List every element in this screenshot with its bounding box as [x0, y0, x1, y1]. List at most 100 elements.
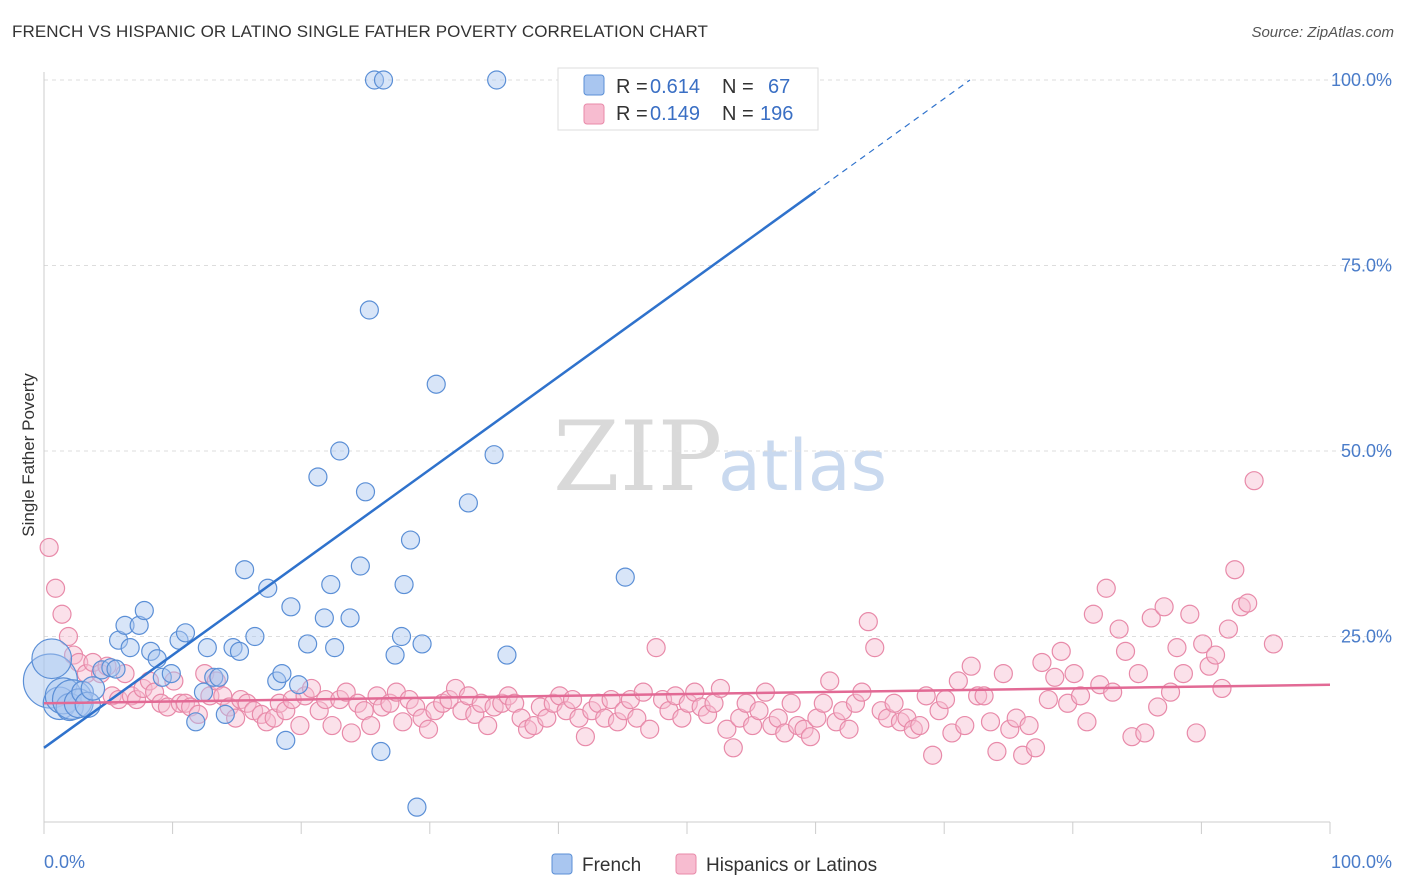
hispanics-point-187 [1238, 593, 1258, 613]
hispanics-point-118 [794, 719, 814, 739]
hispanics-point-177 [1173, 663, 1193, 684]
hispanics-point-43 [309, 701, 329, 721]
hispanics-point-140 [935, 689, 956, 710]
hispanics-point-155 [1032, 652, 1052, 673]
hispanics-point-149 [993, 663, 1013, 684]
french-point-17 [134, 600, 154, 621]
hispanics-point-14 [126, 689, 147, 710]
hispanics-point-95 [646, 638, 666, 658]
hispanics-point-158 [1051, 641, 1071, 661]
hispanics-point-169 [1122, 727, 1142, 747]
hispanics-point-102 [691, 697, 711, 717]
hispanics-point-61 [425, 701, 445, 721]
series-legend-swatch-french [551, 853, 573, 875]
hispanics-point-136 [910, 715, 930, 736]
french-point-29 [215, 704, 235, 725]
hispanics-point-94 [640, 719, 660, 739]
hispanics-point-22 [175, 693, 196, 713]
french-point-45 [330, 441, 350, 461]
legend-n-value-hispanics: 196 [760, 103, 793, 125]
hispanics-point-170 [1128, 663, 1148, 684]
y-tick-label-100: 100.0% [1331, 70, 1392, 90]
french-point-52 [371, 741, 391, 762]
hispanics-point-176 [1167, 638, 1187, 658]
hispanics-point-111 [749, 701, 769, 721]
hispanics-point-160 [1064, 663, 1084, 684]
legend-swatch-hispanics [583, 103, 605, 125]
legend-n-label-french: N = [722, 76, 754, 98]
legend-r-value-hispanics: 0.149 [650, 103, 700, 125]
hispanics-point-189 [1263, 634, 1284, 654]
hispanics-point-15 [133, 678, 153, 699]
hispanics-point-163 [1083, 604, 1103, 624]
hispanics-point-36 [264, 708, 284, 728]
x-ticks [43, 822, 1331, 834]
x-tick-label-min: 0.0% [44, 852, 85, 872]
french-point-53 [385, 645, 405, 665]
hispanics-point-103 [697, 704, 718, 725]
french-point-61 [484, 445, 504, 465]
hispanics-point-139 [929, 701, 949, 721]
hispanics-point-143 [955, 715, 975, 736]
french-point-56 [400, 530, 421, 550]
french-point-42 [314, 608, 334, 628]
french-point-43 [321, 574, 341, 595]
hispanics-point-116 [781, 693, 801, 713]
source-note: Source: ZipAtlas.com [1251, 24, 1394, 41]
hispanics-point-0 [39, 537, 59, 558]
hispanics-point-48 [341, 723, 361, 743]
hispanics-point-57 [399, 689, 419, 710]
legend-swatch-french [583, 74, 605, 96]
y-tick-label-50: 50.0% [1341, 441, 1392, 461]
hispanics-point-167 [1109, 619, 1129, 639]
french-point-9 [80, 676, 106, 701]
hispanics-point-1 [45, 578, 66, 598]
french-point-21 [161, 663, 181, 684]
french-point-1 [31, 638, 73, 680]
legend-n-label-hispanics: N = [722, 103, 754, 125]
french-point-15 [120, 638, 140, 658]
hispanics-point-168 [1115, 641, 1136, 661]
legend-n-value-french: 67 [768, 76, 790, 98]
hispanics-point-63 [439, 689, 459, 710]
hispanics-point-174 [1154, 597, 1174, 617]
hispanics-point-45 [322, 715, 342, 736]
hispanics-point-132 [884, 693, 904, 713]
gridlines [44, 79, 1390, 637]
trend-line-french-extension [815, 79, 971, 192]
french-point-3 [44, 677, 82, 715]
french-point-38 [281, 597, 301, 617]
series-legend-label-hispanics: Hispanics or Latinos [706, 855, 877, 876]
french-point-33 [245, 626, 265, 647]
hispanics-point-32 [237, 693, 257, 713]
french-point-49 [359, 300, 379, 320]
hispanics-point-181 [1199, 656, 1219, 676]
hispanics-point-147 [980, 712, 1001, 732]
hispanics-point-166 [1103, 682, 1123, 702]
y-tick-label-25: 25.0% [1341, 627, 1392, 647]
hispanics-point-68 [471, 693, 491, 713]
hispanics-point-51 [361, 715, 381, 736]
hispanics-point-165 [1096, 578, 1116, 598]
french-point-57 [407, 797, 427, 817]
french-point-48 [355, 482, 376, 502]
hispanics-point-154 [1025, 738, 1046, 758]
french-point-59 [426, 374, 446, 394]
french-point-47 [350, 556, 370, 576]
hispanics-point-171 [1135, 723, 1155, 743]
hispanics-point-185 [1225, 560, 1245, 580]
french-point-46 [340, 608, 360, 628]
french-point-51 [373, 70, 394, 90]
hispanics-point-24 [188, 704, 208, 725]
french-point-60 [458, 493, 478, 513]
french-point-44 [325, 638, 345, 658]
hispanics-point-40 [290, 715, 310, 736]
french-point-58 [412, 634, 432, 654]
hispanics-point-47 [336, 682, 356, 702]
french-point-62 [497, 645, 517, 665]
french-point-40 [298, 634, 318, 654]
hispanics-point-183 [1212, 678, 1232, 699]
series-french-points [22, 70, 714, 817]
hispanics-point-150 [1000, 719, 1020, 739]
french-point-16 [129, 615, 149, 635]
